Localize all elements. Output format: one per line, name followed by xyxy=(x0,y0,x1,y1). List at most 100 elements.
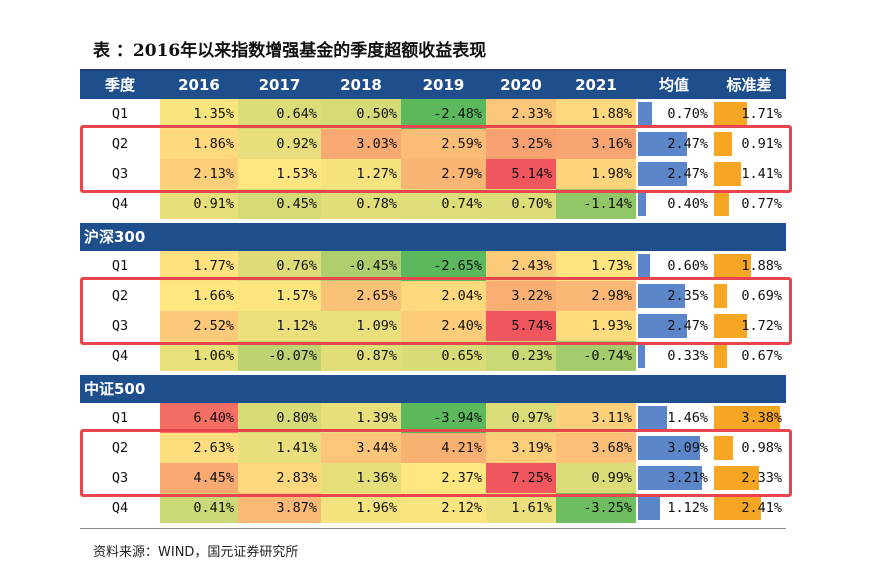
column-header-7: 均值 xyxy=(658,76,689,94)
column-header-6: 2021 xyxy=(575,76,617,94)
value-cell: 2.52% xyxy=(160,311,238,341)
std-value: 0.69% xyxy=(741,288,782,304)
std-databar xyxy=(714,254,751,278)
std-databar xyxy=(714,314,748,338)
quarter-label: Q4 xyxy=(111,348,129,364)
column-header-5: 2020 xyxy=(500,76,542,94)
table-row: Q1 1.35% 0.64% 0.50% -2.48% 2.33% 1.88% 0.70% 1.… xyxy=(80,99,786,129)
table-row: Q1 6.40% 0.80% 1.39% -3.94% 0.97% 3.11% 1.46% 3.… xyxy=(80,403,786,433)
value-cell: 2.43% xyxy=(486,251,556,281)
mean-value: 2.47% xyxy=(667,136,708,152)
section-label: 中证500 xyxy=(84,380,146,398)
quarter-label: Q2 xyxy=(111,440,129,456)
std-databar xyxy=(714,466,760,490)
quarter-label: Q2 xyxy=(111,288,129,304)
table-row: Q3 4.45% 2.83% 1.36% 2.37% 7.25% 0.99% 3.21% 2.3… xyxy=(80,463,786,493)
value-cell: 3.16% xyxy=(556,129,636,159)
std-value: 1.72% xyxy=(741,318,782,334)
value-cell: 0.92% xyxy=(238,129,321,159)
std-databar xyxy=(714,192,729,216)
column-header-2: 2017 xyxy=(258,76,301,94)
std-databar xyxy=(714,102,748,126)
quarter-label: Q3 xyxy=(111,166,129,182)
column-header-8: 标准差 xyxy=(726,76,772,94)
value-cell: 1.57% xyxy=(238,281,321,311)
mean-value: 1.12% xyxy=(667,500,708,516)
std-value: 2.33% xyxy=(741,470,782,486)
source-note: 资料来源：WIND，国元证券研究所 xyxy=(93,545,299,560)
value-cell: 1.53% xyxy=(238,159,321,189)
value-cell: 1.36% xyxy=(321,463,401,493)
highlight-box xyxy=(80,429,792,497)
table-row: Q4 0.41% 3.87% 1.96% 2.12% 1.61% -3.25% 1.12% 2.… xyxy=(80,493,786,523)
mean-value: 1.46% xyxy=(667,410,708,426)
mean-databar xyxy=(638,436,700,460)
value-cell: 0.23% xyxy=(486,341,556,371)
value-cell: -2.48% xyxy=(401,99,486,129)
value-cell: 0.50% xyxy=(321,99,401,129)
value-cell: 1.77% xyxy=(160,251,238,281)
mean-value: 0.40% xyxy=(667,196,708,212)
value-cell: 4.21% xyxy=(401,433,486,463)
value-cell: 2.40% xyxy=(401,311,486,341)
std-value: 0.91% xyxy=(741,136,782,152)
std-databar xyxy=(714,436,734,460)
mean-databar xyxy=(638,254,650,278)
table-row: Q2 1.66% 1.57% 2.65% 2.04% 3.22% 2.98% 2.35% 0.6… xyxy=(80,281,786,311)
std-databar xyxy=(714,132,732,156)
mean-value: 3.09% xyxy=(667,440,708,456)
mean-value: 0.33% xyxy=(667,348,708,364)
value-cell: 1.96% xyxy=(321,493,401,523)
value-cell: 1.73% xyxy=(556,251,636,281)
mean-databar xyxy=(638,284,685,308)
value-cell: 2.63% xyxy=(160,433,238,463)
value-cell: 3.68% xyxy=(556,433,636,463)
mean-value: 0.70% xyxy=(667,106,708,122)
value-cell: 5.14% xyxy=(486,159,556,189)
value-cell: 1.41% xyxy=(238,433,321,463)
value-cell: 1.06% xyxy=(160,341,238,371)
section-header: 中证500 xyxy=(80,375,786,403)
table-row: Q3 2.52% 1.12% 1.09% 2.40% 5.74% 1.93% 2.47% 1.7… xyxy=(80,311,786,341)
column-header-1: 2016 xyxy=(178,76,220,94)
value-cell: 6.40% xyxy=(160,403,238,433)
table-row: Q4 1.06% -0.07% 0.87% 0.65% 0.23% -0.74% 0.33% 0… xyxy=(80,341,786,371)
value-cell: 0.64% xyxy=(238,99,321,129)
value-cell: 1.93% xyxy=(556,311,636,341)
mean-databar xyxy=(638,406,668,430)
value-cell: 5.74% xyxy=(486,311,556,341)
mean-value: 2.47% xyxy=(667,318,708,334)
value-cell: 4.45% xyxy=(160,463,238,493)
value-cell: 1.61% xyxy=(486,493,556,523)
quarter-label: Q3 xyxy=(111,318,129,334)
value-cell: 1.27% xyxy=(321,159,401,189)
std-value: 1.41% xyxy=(741,166,782,182)
value-cell: 3.22% xyxy=(486,281,556,311)
quarter-label: Q3 xyxy=(111,470,129,486)
value-cell: 1.86% xyxy=(160,129,238,159)
std-value: 0.98% xyxy=(741,440,782,456)
value-cell: 1.66% xyxy=(160,281,238,311)
value-cell: -3.94% xyxy=(401,403,486,433)
table-row: Q4 0.91% 0.45% 0.78% 0.74% 0.70% -1.14% 0.40% 0.… xyxy=(80,189,786,219)
value-cell: 2.79% xyxy=(401,159,486,189)
std-databar xyxy=(714,496,761,520)
table-row: Q3 2.13% 1.53% 1.27% 2.79% 5.14% 1.98% 2.47% 1.4… xyxy=(80,159,786,189)
value-cell: -2.65% xyxy=(401,251,486,281)
std-value: 1.88% xyxy=(741,258,782,274)
quarter-label: Q2 xyxy=(111,136,129,152)
table-row: Q1 1.77% 0.76% -0.45% -2.65% 2.43% 1.73% 0.60% 1… xyxy=(80,251,786,281)
mean-databar xyxy=(638,466,703,490)
value-cell: 7.25% xyxy=(486,463,556,493)
value-cell: 3.19% xyxy=(486,433,556,463)
value-cell: 2.04% xyxy=(401,281,486,311)
quarter-label: Q1 xyxy=(111,258,129,274)
quarter-label: Q4 xyxy=(111,500,129,516)
value-cell: 1.35% xyxy=(160,99,238,129)
highlight-box xyxy=(80,277,792,345)
mean-value: 2.47% xyxy=(667,166,708,182)
value-cell: -3.25% xyxy=(556,493,636,523)
quarter-label: Q1 xyxy=(111,106,129,122)
table-row: Q2 1.86% 0.92% 3.03% 2.59% 3.25% 3.16% 2.47% 0.9… xyxy=(80,129,786,159)
top-rule xyxy=(80,69,786,71)
